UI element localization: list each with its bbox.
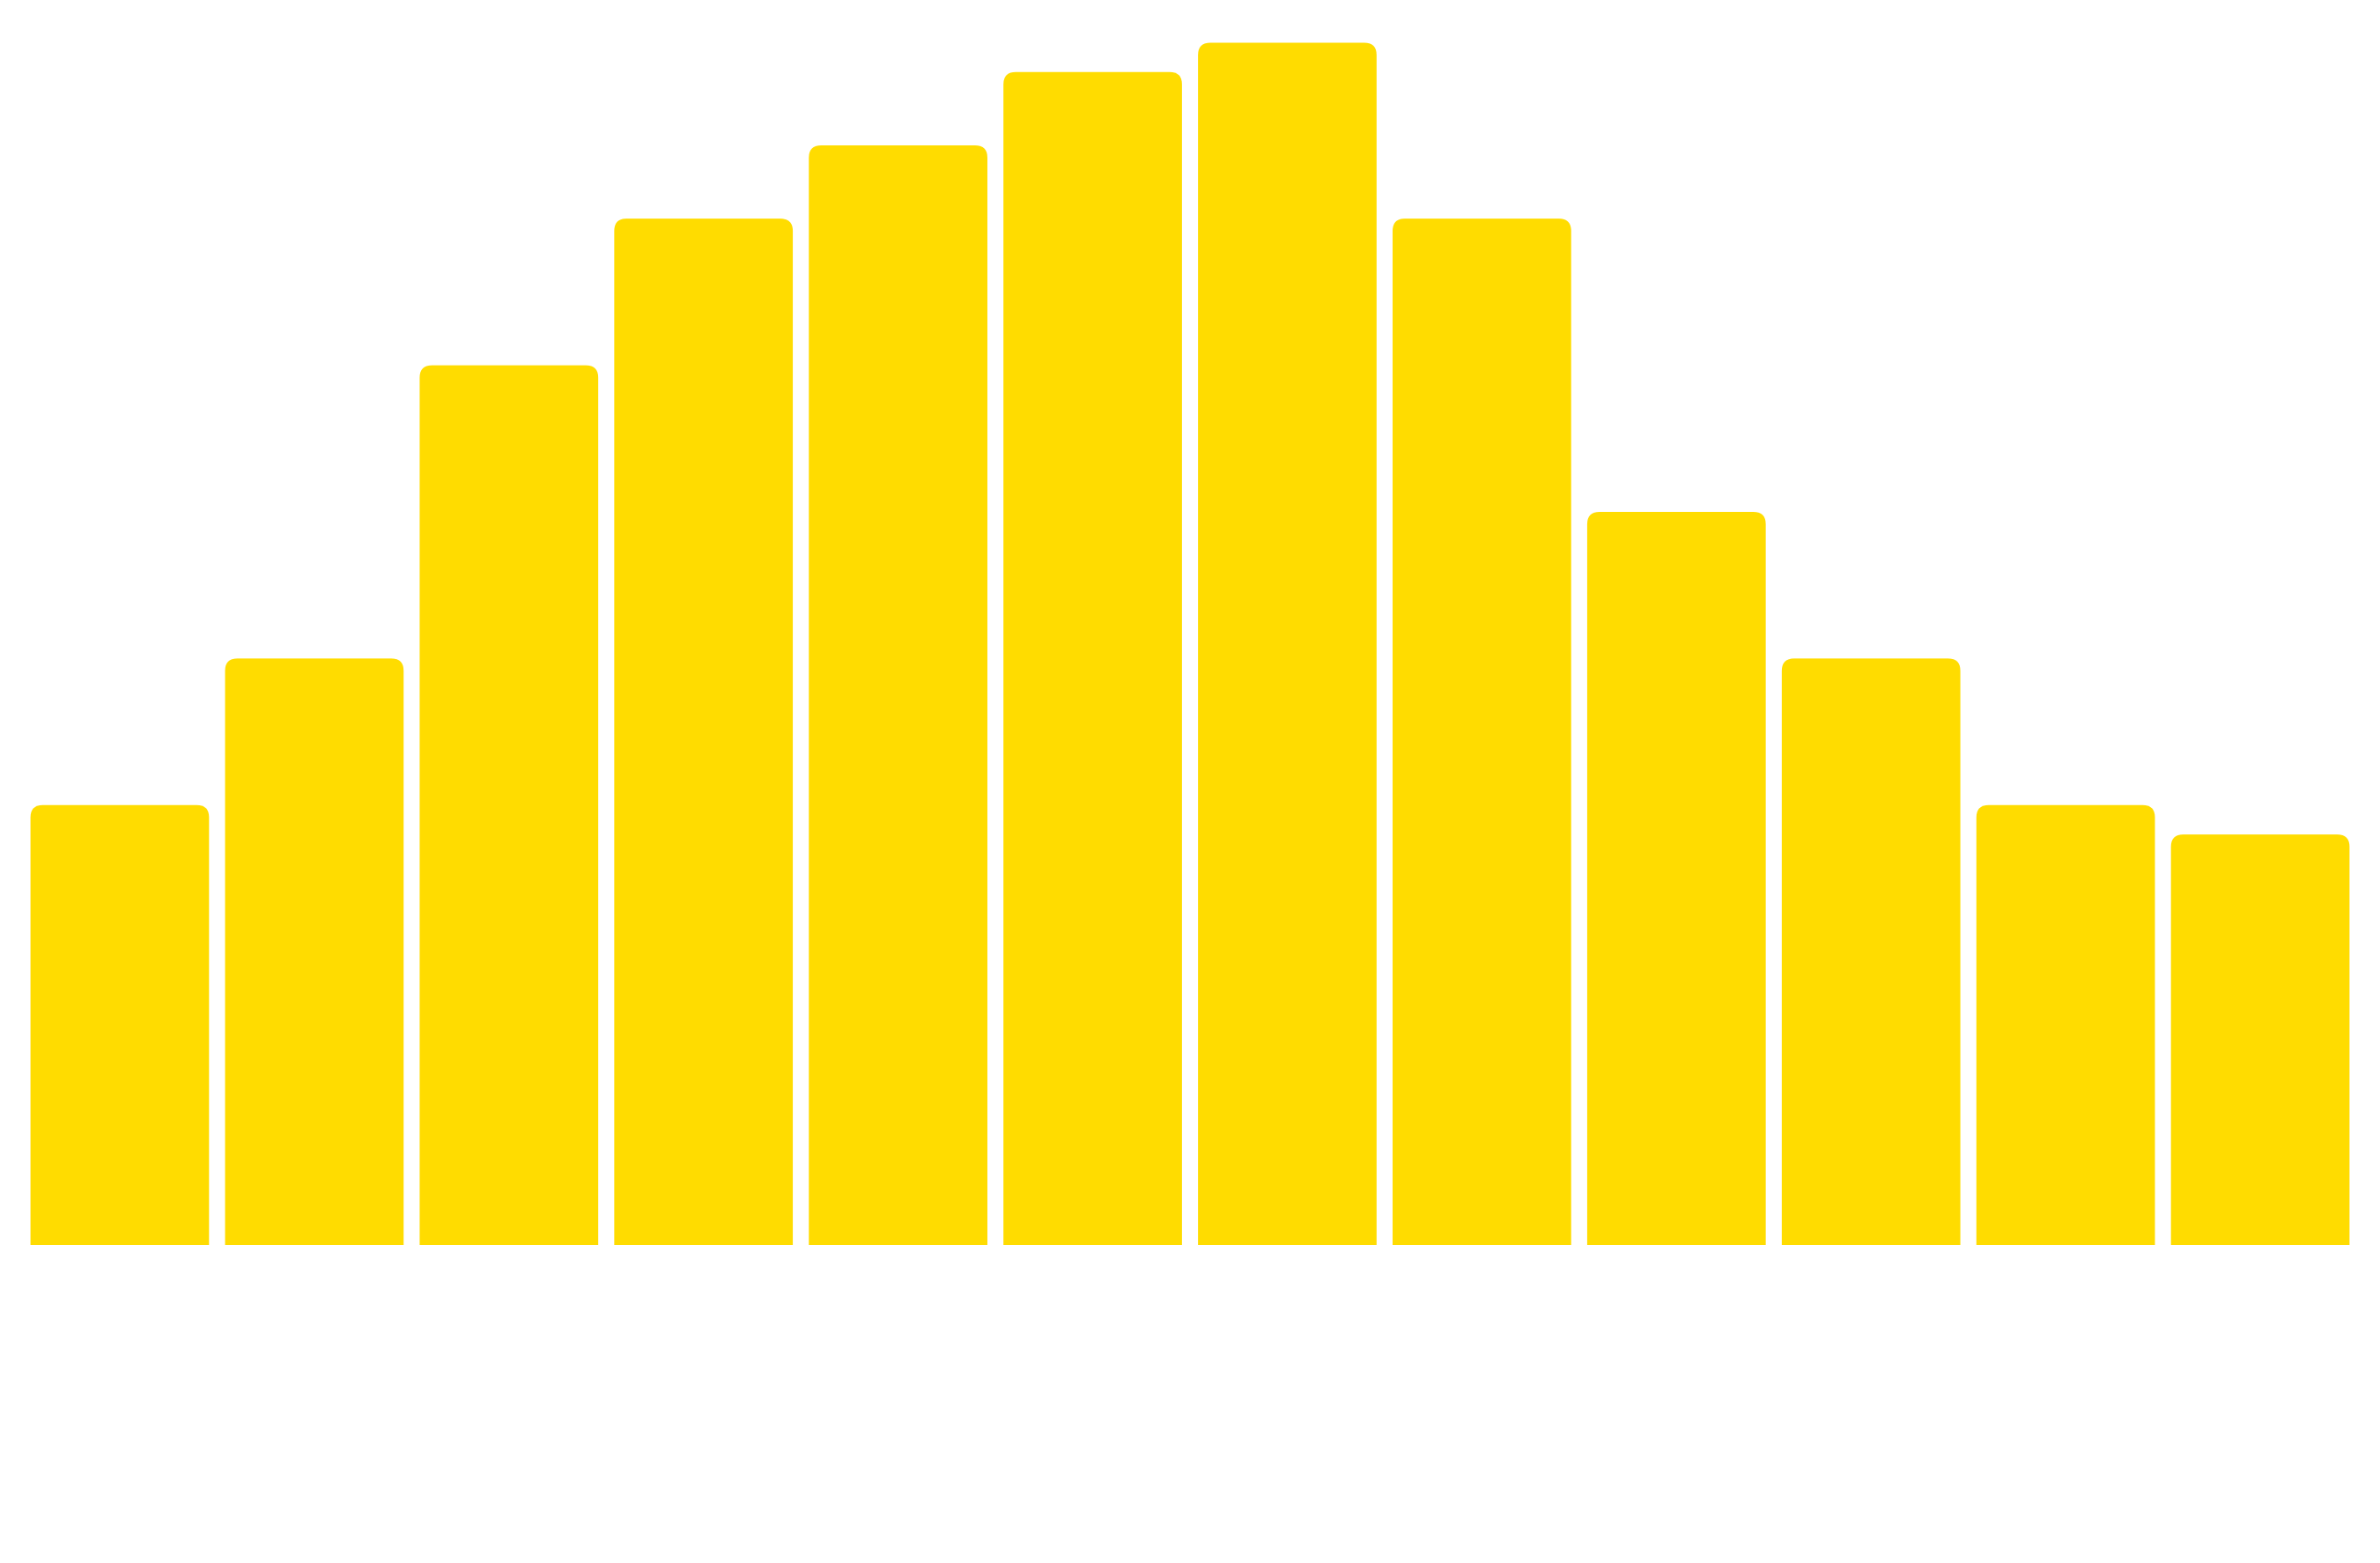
bar (614, 219, 794, 1246)
bar (1003, 71, 1182, 1245)
bar (419, 365, 599, 1246)
bar (225, 658, 404, 1245)
bar (1781, 658, 1961, 1245)
bar (30, 804, 210, 1245)
bar (1976, 804, 2155, 1245)
bar (1393, 219, 1571, 1246)
bar (1586, 511, 1766, 1245)
bar (809, 144, 987, 1246)
bar (2170, 834, 2350, 1245)
bar (1198, 42, 1377, 1245)
